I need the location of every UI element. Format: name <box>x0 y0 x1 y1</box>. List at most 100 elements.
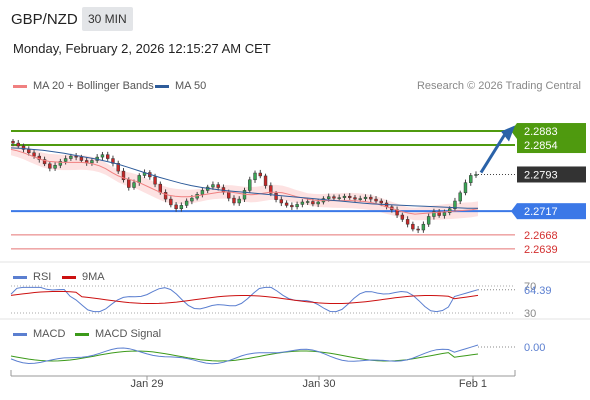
candle-body <box>442 212 447 216</box>
legend-rsi-ma: 9MA <box>62 271 105 283</box>
x-tick-label: Feb 1 <box>459 378 487 390</box>
candle-body <box>426 216 431 225</box>
candle-body <box>116 163 120 172</box>
legend-macd-label: MACD <box>33 328 66 340</box>
legend-macd-signal-label: MACD Signal <box>95 328 162 340</box>
candle-body <box>295 204 299 208</box>
candle-body <box>16 142 20 147</box>
candle-body <box>158 183 163 193</box>
candle-body <box>363 196 368 199</box>
ma20-line <box>10 148 479 215</box>
candle-body <box>458 192 462 202</box>
forecast-arrow-head <box>501 125 515 142</box>
candle-body <box>263 175 268 186</box>
candle-body <box>100 154 105 158</box>
level-badge-support <box>517 203 586 220</box>
candle-body <box>132 182 136 188</box>
candle-body <box>169 198 173 206</box>
candle-body <box>137 175 141 183</box>
candle-body <box>232 197 236 204</box>
candle-body <box>121 170 126 181</box>
candle-body <box>421 223 426 231</box>
candle-body <box>290 205 294 208</box>
badge-pointer <box>511 123 517 140</box>
candle-body <box>311 201 315 205</box>
legend-macd: MACD <box>13 328 65 340</box>
candle-body <box>332 196 336 199</box>
candle-body <box>453 200 457 210</box>
candle-body <box>179 205 184 210</box>
macd-signal-line <box>10 350 479 362</box>
candle-body <box>74 155 78 158</box>
candle-body <box>184 200 189 206</box>
candle-body <box>90 160 94 164</box>
badge-pointer <box>511 203 517 220</box>
level-label: 2.2883 <box>524 126 558 138</box>
x-tick-label: Jan 29 <box>130 378 163 390</box>
level-label: 2.2639 <box>524 244 558 256</box>
candle-body <box>374 198 378 202</box>
candle-body <box>163 192 168 200</box>
candle-body <box>216 184 220 188</box>
candle-body <box>211 184 215 188</box>
timeframe-selector[interactable]: 30 MIN <box>82 7 133 31</box>
legend-ma20: MA 20 + Bollinger Bands <box>13 80 154 92</box>
candle-body <box>379 200 383 204</box>
candle-body <box>79 156 84 161</box>
x-tick-label: Jan 30 <box>302 378 335 390</box>
candle-body <box>405 219 410 225</box>
legend-rsi-label: RSI <box>33 271 52 283</box>
candle-body <box>411 223 415 230</box>
legend-rsi-ma-label: 9MA <box>82 271 105 283</box>
candle-body <box>106 154 110 159</box>
candle-body <box>48 163 52 169</box>
candle-body <box>432 211 436 217</box>
macd-line <box>10 344 479 365</box>
candle-body <box>248 179 252 191</box>
candle-body <box>63 158 68 162</box>
candle-body <box>174 204 178 210</box>
rsi-tick-label: 30 <box>524 308 536 320</box>
candle-body <box>416 228 420 231</box>
rsi-tick-label: 64.39 <box>524 285 552 297</box>
current-price-label: 2.2793 <box>524 169 558 181</box>
candle-body <box>469 175 473 183</box>
macd-signal-swatch <box>75 332 89 336</box>
candle-body <box>437 211 441 216</box>
forecast-arrow-line <box>479 131 508 174</box>
chart-header: GBP/NZD 30 MIN <box>0 0 590 36</box>
candle-body <box>316 201 320 205</box>
candle-body <box>237 198 241 204</box>
level-label: 2.2717 <box>524 206 558 218</box>
candle-body <box>127 179 131 188</box>
candle-body <box>21 145 26 150</box>
candle-body <box>279 199 284 204</box>
candle-body <box>200 190 205 195</box>
candle-body <box>448 208 452 213</box>
legend-ma20-label: MA 20 + Bollinger Bands <box>33 80 154 92</box>
rsi-line <box>10 286 479 313</box>
candle-body <box>348 195 352 198</box>
candle-body <box>269 185 273 194</box>
currency-pair-title: GBP/NZD <box>11 11 78 28</box>
copyright-text: Research © 2026 Trading Central <box>416 80 581 92</box>
macd-value-label: 0.00 <box>524 342 545 354</box>
ma20-swatch <box>13 84 27 88</box>
candle-body <box>190 197 194 202</box>
legend-ma50-label: MA 50 <box>175 80 207 92</box>
candle-body <box>300 201 305 205</box>
candle-body <box>253 172 257 181</box>
candle-body <box>337 197 341 199</box>
legend-macd-signal: MACD Signal <box>75 328 161 340</box>
level-label: 2.2854 <box>524 140 558 152</box>
candle-body <box>258 172 262 177</box>
candle-body <box>274 193 278 200</box>
rsi-swatch <box>13 275 27 279</box>
candle-body <box>342 195 347 198</box>
candle-body <box>58 161 63 166</box>
candle-body <box>326 196 331 199</box>
candle-body <box>27 149 31 154</box>
candle-body <box>11 140 15 144</box>
level-badge-resistance <box>517 123 586 140</box>
